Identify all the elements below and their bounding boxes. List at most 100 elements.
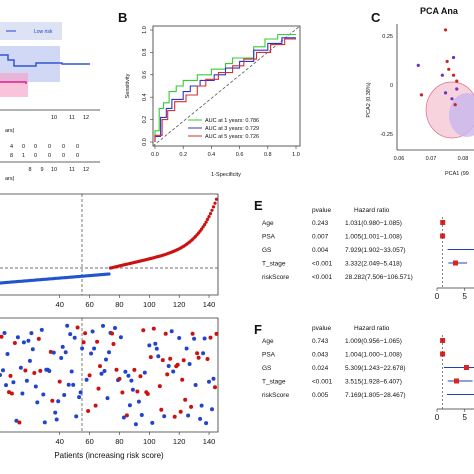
pca-x-tick-label: 0.06 [394, 156, 405, 162]
survival-point [165, 372, 170, 377]
forest-row-hr: 1.009(0.956−1.065) [345, 338, 402, 345]
forest-row-hr: 3.515(1.928−6.407) [345, 379, 402, 386]
pca-x-label: PCA1 (99 [445, 171, 469, 177]
survival-point [107, 350, 111, 355]
roc-y-tick-label: 0.2 [142, 116, 148, 124]
survival-point [54, 417, 59, 422]
survival-point [66, 382, 71, 387]
roc-y-tick-label: 0.0 [142, 138, 148, 146]
roc-ticks: 0.0 0.2 0.4 0.6 0.8 1.0 0.0 0.2 0.4 0.6 0.8 1.0 [142, 26, 300, 158]
pca-point [453, 103, 457, 107]
roc-x-label: 1-Specificity [211, 172, 241, 178]
forest-row-hr: 1.004(1.000−1.008) [345, 352, 402, 359]
survival-point [80, 346, 85, 351]
survival-point [189, 404, 194, 409]
survival-point [180, 377, 185, 382]
survival-point [213, 385, 217, 390]
survival-point [42, 420, 47, 425]
forest-tick-label: 5 [463, 292, 468, 301]
risk-table-cell: 0 [76, 153, 79, 159]
forest-row-pvalue: 0.743 [312, 338, 329, 345]
forest-f-col-pvalue: pvalue [312, 325, 332, 332]
forest-tick-label: 5 [463, 413, 468, 422]
survival-point [41, 392, 46, 397]
survival-point [14, 418, 19, 423]
km-high-ci-band [0, 73, 28, 97]
survival-point [38, 368, 43, 373]
survival-status-panel: 40 60 80 100 120 140 Patients (increasing ris… [0, 317, 219, 460]
risk-score-frame [0, 193, 219, 296]
survival-point [21, 340, 26, 345]
survival-point [204, 421, 209, 426]
pca-point [447, 67, 451, 71]
forest-f-col-hr: Hazard ratio [354, 325, 390, 332]
survival-point [141, 328, 146, 333]
pca-point [416, 63, 420, 67]
survival-point [199, 403, 204, 408]
risk-score-x-tick-label: 100 [143, 300, 156, 309]
survival-point [29, 331, 34, 336]
forest-e-panel: pvalue Hazard ratio Age 0.243 1.031(0.980−… [262, 207, 474, 301]
roc-y-tick-label: 0.6 [142, 71, 148, 79]
forest-estimate [452, 260, 458, 266]
risk-score-point [205, 217, 210, 221]
roc-curve-1 [154, 33, 296, 142]
roc-legend-label-1y: AUC at 1 years: 0.786 [205, 118, 259, 124]
survival-point [123, 369, 128, 374]
risk-score-x-tick-label: 140 [203, 300, 216, 309]
survival-point [95, 339, 100, 344]
survival-x-tick-label: 140 [203, 437, 216, 446]
survival-point [98, 364, 102, 369]
roc-curve-3 [154, 38, 296, 142]
survival-point [148, 355, 153, 360]
risk-score-x-tick-label: 40 [56, 300, 64, 309]
roc-x-tick-label: 0.0 [151, 152, 159, 158]
forest-estimate [463, 365, 469, 370]
survival-point [93, 403, 98, 408]
survival-point [83, 331, 88, 336]
survival-point [177, 336, 182, 340]
roc-panel: 0.0 0.2 0.4 0.6 0.8 1.0 0.0 0.2 0.4 0.6 0.8 1.0 1-S… [125, 25, 301, 178]
km-risk-table: 4 0 0 0 0 0 8 1 0 0 0 0 8 9 10 11 12 ars… [0, 144, 100, 182]
survival-point [101, 323, 105, 328]
risk-score-point [203, 223, 207, 227]
forest-tick-label: 0 [435, 292, 440, 301]
survival-point [71, 382, 76, 387]
risk-table-cell: 0 [34, 144, 37, 150]
forest-tick-label: 0 [435, 413, 440, 422]
survival-point [142, 370, 147, 375]
survival-point [50, 398, 55, 403]
pca-point [451, 55, 456, 60]
survival-point [9, 391, 14, 396]
survival-point [192, 336, 197, 341]
survival-point [17, 420, 22, 425]
pca-title: PCA Ana [420, 6, 459, 16]
survival-x-label: Patients (increasing risk score) [54, 451, 164, 460]
survival-point [8, 373, 13, 378]
survival-point [69, 369, 74, 374]
km-panel: Low risk 10 11 12 ars) 4 0 0 0 0 0 8 1 0… [0, 22, 100, 182]
roc-legend: AUC at 1 years: 0.786 AUC at 3 years: 0.… [188, 118, 259, 140]
survival-x-tick-label: 60 [85, 437, 93, 446]
survival-point [153, 341, 158, 346]
survival-point [89, 351, 94, 356]
roc-legend-label-5y: AUC at 5 years: 0.726 [205, 134, 259, 140]
survival-point [20, 391, 25, 396]
forest-row-pvalue: <0.001 [312, 274, 332, 281]
survival-point [208, 335, 213, 340]
survival-point [111, 342, 116, 346]
survival-point [124, 413, 129, 418]
survival-point [39, 327, 44, 332]
survival-point [129, 378, 134, 383]
survival-point [117, 376, 122, 381]
risk-score-x-tick-label: 60 [85, 300, 93, 309]
survival-point [126, 373, 131, 378]
km-tick-label: 12 [83, 115, 89, 121]
panel-letter-e: E [254, 198, 263, 213]
survival-point [0, 334, 4, 339]
forest-row-hr: 7.169(1.805−28.467) [345, 392, 406, 399]
survival-point [207, 379, 211, 384]
risk-score-point [107, 272, 111, 276]
forest-estimate [440, 233, 446, 239]
survival-point [120, 390, 125, 395]
